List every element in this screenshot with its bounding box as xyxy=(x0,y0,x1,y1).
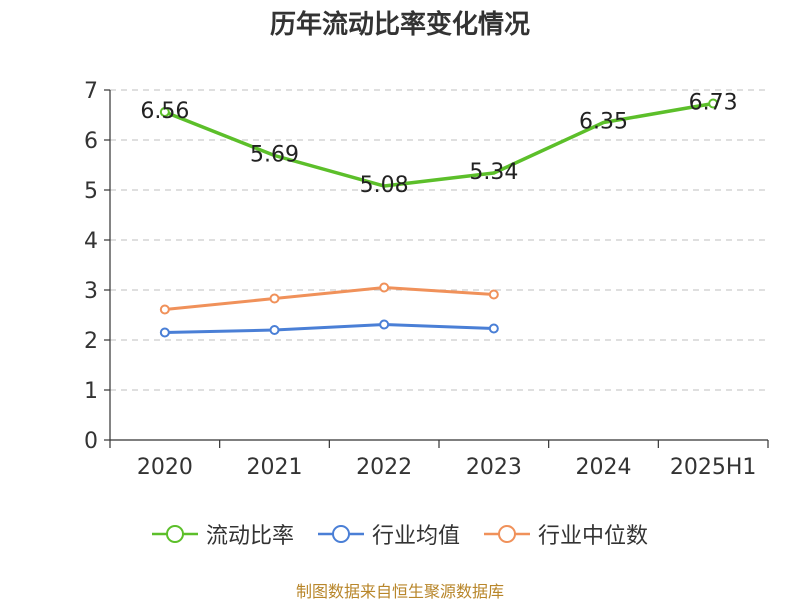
data-point[interactable] xyxy=(269,325,280,335)
series-line xyxy=(163,101,715,188)
data-label: 6.35 xyxy=(579,110,628,135)
data-point[interactable] xyxy=(379,282,390,293)
y-tick-label: 6 xyxy=(84,129,98,154)
x-tick-label: 2025H1 xyxy=(670,455,757,480)
series-line xyxy=(163,286,496,311)
y-tick-label: 4 xyxy=(84,229,98,254)
legend-item-0[interactable]: 流动比率 xyxy=(151,518,294,550)
series-line xyxy=(163,323,496,334)
legend-swatch-0 xyxy=(151,525,198,543)
data-labels: 6.56 5.69 5.08 5.34 6.35 6.73 xyxy=(140,91,737,199)
axes: 0 1 2 3 4 5 6 7 2020 2021 2022 2023 2024 2025H1 xyxy=(84,79,769,480)
y-tick-label: 1 xyxy=(84,379,98,404)
data-point[interactable] xyxy=(488,323,499,334)
data-point[interactable] xyxy=(159,327,170,338)
data-point[interactable] xyxy=(159,304,170,315)
legend-item-2[interactable]: 行业中位数 xyxy=(484,518,648,550)
y-tick-label: 7 xyxy=(84,79,98,104)
x-tick-label: 2023 xyxy=(466,455,522,480)
x-tick-label: 2021 xyxy=(247,455,303,480)
legend-item-1[interactable]: 行业均值 xyxy=(317,518,460,550)
legend-label-2: 行业中位数 xyxy=(538,524,649,549)
chart-title: 历年流动比率变化情况 xyxy=(269,10,530,40)
y-tick-label: 5 xyxy=(84,179,98,204)
x-tick-label: 2020 xyxy=(137,455,193,480)
data-label: 5.08 xyxy=(360,173,409,198)
y-tick-label: 3 xyxy=(84,279,98,304)
legend: 流动比率 行业均值 行业中位数 xyxy=(0,518,800,550)
data-point[interactable] xyxy=(159,107,170,117)
x-tick-label: 2022 xyxy=(356,455,412,480)
legend-swatch-1 xyxy=(317,525,364,543)
data-label: 5.34 xyxy=(469,160,518,185)
data-point[interactable] xyxy=(708,98,719,109)
data-label: 6.56 xyxy=(140,99,189,124)
data-point[interactable] xyxy=(379,319,390,330)
legend-swatch-2 xyxy=(484,525,530,543)
series-lines xyxy=(159,98,719,338)
grid-lines xyxy=(110,89,768,391)
data-label: 6.73 xyxy=(689,91,738,116)
y-tick-label: 2 xyxy=(84,329,98,354)
source-note: 制图数据来自恒生聚源数据库 xyxy=(295,582,504,601)
legend-label-1: 行业均值 xyxy=(371,524,460,549)
legend-label-0: 流动比率 xyxy=(205,524,294,549)
data-label: 5.69 xyxy=(250,143,299,168)
data-point[interactable] xyxy=(488,289,499,300)
x-tick-label: 2024 xyxy=(576,455,632,480)
data-point[interactable] xyxy=(269,293,280,304)
y-tick-label: 0 xyxy=(84,429,98,454)
